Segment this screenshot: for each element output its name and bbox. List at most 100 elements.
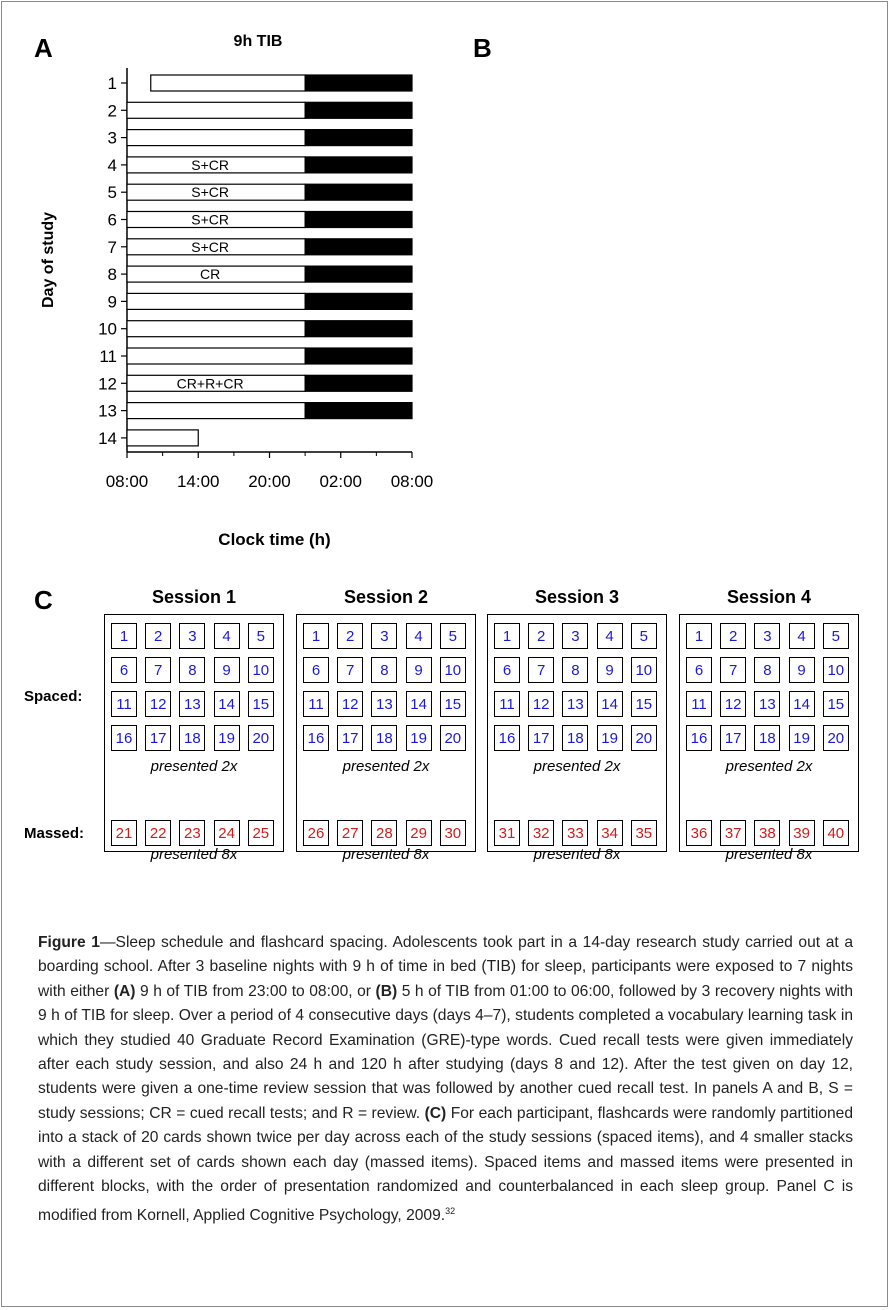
spaced-card: 17 xyxy=(337,725,364,751)
spaced-presentation-note: presented 2x xyxy=(150,758,238,775)
spaced-card: 4 xyxy=(213,623,240,649)
sleep-bar xyxy=(304,347,413,365)
awake-bar xyxy=(150,74,306,92)
spaced-card: 10 xyxy=(247,657,274,683)
sleep-bar xyxy=(304,265,413,283)
spaced-card: 16 xyxy=(111,725,137,751)
spaced-card: 20 xyxy=(439,725,466,751)
spaced-card: 1 xyxy=(686,623,712,649)
spaced-card: 4 xyxy=(596,623,623,649)
spaced-card: 14 xyxy=(213,691,240,717)
spaced-card: 18 xyxy=(179,725,206,751)
spaced-card: 6 xyxy=(686,657,712,683)
x-tick-label: 08:00 xyxy=(106,472,149,491)
y-tick-label: 4 xyxy=(108,156,117,175)
spaced-card: 11 xyxy=(494,691,520,717)
spaced-card: 9 xyxy=(405,657,432,683)
spaced-card: 19 xyxy=(788,725,815,751)
massed-card: 36 xyxy=(686,820,712,846)
spaced-card: 11 xyxy=(111,691,137,717)
day-event-label: S+CR xyxy=(191,239,229,255)
spaced-card: 8 xyxy=(179,657,206,683)
spaced-card: 15 xyxy=(247,691,274,717)
x-axis-label: Clock time (h) xyxy=(218,530,330,549)
spaced-card: 13 xyxy=(179,691,206,717)
massed-card: 26 xyxy=(303,820,329,846)
spaced-card: 3 xyxy=(179,623,206,649)
spaced-card: 20 xyxy=(822,725,849,751)
spaced-card: 7 xyxy=(720,657,747,683)
spaced-card: 3 xyxy=(754,623,781,649)
y-tick-label: 9 xyxy=(108,292,117,311)
spaced-card: 13 xyxy=(562,691,589,717)
spaced-card: 6 xyxy=(494,657,520,683)
session-title: Session 4 xyxy=(726,587,812,607)
spaced-card: 5 xyxy=(247,623,274,649)
y-tick-label: 13 xyxy=(98,402,117,421)
spaced-card: 2 xyxy=(145,623,172,649)
panel-b-letter: B xyxy=(473,33,492,63)
session-box xyxy=(679,614,859,852)
spaced-card: 14 xyxy=(788,691,815,717)
spaced-presentation-note: presented 2x xyxy=(533,758,621,775)
spaced-card: 11 xyxy=(686,691,712,717)
spaced-card: 20 xyxy=(247,725,274,751)
session-box xyxy=(487,614,667,852)
massed-presentation-note: presented 8x xyxy=(150,846,238,863)
spaced-card: 2 xyxy=(337,623,364,649)
session-title: Session 3 xyxy=(534,587,620,607)
spaced-card: 3 xyxy=(371,623,398,649)
spaced-card: 12 xyxy=(720,691,747,717)
spaced-card: 2 xyxy=(720,623,747,649)
day-event-label: S+CR xyxy=(191,212,229,228)
spaced-row-label: Spaced: xyxy=(24,688,83,705)
spaced-card: 3 xyxy=(562,623,589,649)
x-tick-label: 20:00 xyxy=(248,472,291,491)
caption-segment: For each participant, flashcards were ra… xyxy=(38,1104,853,1225)
massed-card: 38 xyxy=(754,820,781,846)
awake-bar xyxy=(126,402,306,420)
sleep-bar xyxy=(304,238,413,256)
spaced-card: 18 xyxy=(754,725,781,751)
spaced-card: 13 xyxy=(754,691,781,717)
day-event-label: CR xyxy=(200,266,220,282)
awake-bar xyxy=(126,347,306,365)
caption-segment: 9 h of TIB from 23:00 to 08:00, or xyxy=(135,982,376,1000)
day-event-label: S+CR xyxy=(191,184,229,200)
y-tick-label: 2 xyxy=(108,101,117,120)
spaced-card: 15 xyxy=(439,691,466,717)
spaced-presentation-note: presented 2x xyxy=(725,758,813,775)
spaced-card: 1 xyxy=(111,623,137,649)
massed-card: 27 xyxy=(337,820,364,846)
spaced-card: 12 xyxy=(145,691,172,717)
massed-card: 32 xyxy=(528,820,555,846)
session-title: Session 2 xyxy=(343,587,429,607)
sleep-bar xyxy=(304,210,413,229)
massed-card: 23 xyxy=(179,820,206,846)
panel-c-letter: C xyxy=(34,585,53,615)
awake-bar xyxy=(126,101,306,119)
spaced-card: 14 xyxy=(596,691,623,717)
session-box xyxy=(104,614,284,852)
caption-segment: —Sleep schedule and flashcard spacing. A… xyxy=(38,934,853,1000)
x-tick-label: 02:00 xyxy=(319,472,362,491)
spaced-card: 15 xyxy=(822,691,849,717)
massed-card: 35 xyxy=(630,820,657,846)
y-tick-label: 14 xyxy=(98,429,117,448)
spaced-card: 15 xyxy=(630,691,657,717)
spaced-card: 16 xyxy=(303,725,329,751)
spaced-card: 5 xyxy=(439,623,466,649)
y-tick-label: 7 xyxy=(108,238,117,257)
massed-card: 22 xyxy=(145,820,172,846)
spaced-card: 4 xyxy=(788,623,815,649)
massed-card: 24 xyxy=(213,820,240,846)
spaced-card: 1 xyxy=(303,623,329,649)
spaced-card: 9 xyxy=(213,657,240,683)
awake-bar xyxy=(126,320,306,338)
panel-a-letter: A xyxy=(34,33,53,63)
spaced-card: 8 xyxy=(754,657,781,683)
caption-segment: 5 h of TIB from 01:00 to 06:00, followed… xyxy=(38,982,854,1122)
spaced-card: 2 xyxy=(528,623,555,649)
